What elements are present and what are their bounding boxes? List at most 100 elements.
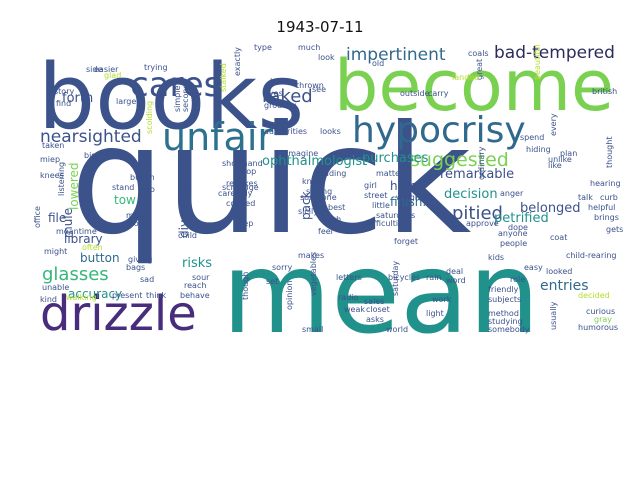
cloud-word: sales [364,297,384,306]
cloud-word: unfair [162,115,273,159]
cloud-word: humorous [578,323,618,332]
cloud-word: deal [446,267,463,276]
cloud-word: thought [605,137,614,168]
cloud-word: child-rearing [566,251,616,260]
cloud-word: know [302,177,324,186]
cloud-word: stalked [219,63,228,92]
cloud-word: sicily [298,207,318,216]
cloud-word: asks [366,315,384,324]
cloud-word: rain [426,273,441,282]
cloud-word: miep [40,155,60,164]
cloud-word: forth [62,91,93,106]
cloud-word: gray [594,315,612,324]
cloud-word: present [112,291,142,300]
cloud-word: shorthand [222,159,263,168]
cloud-word: walking [66,293,97,302]
cloud-word: role [510,275,525,284]
cloud-word: pitied [452,203,503,224]
cloud-word: makes [298,251,324,260]
cloud-word: remarkable [440,167,514,182]
cloud-word: spend [520,133,544,142]
cloud-word: reach [184,281,206,290]
cloud-word: forget [394,237,418,246]
cloud-word: word [446,276,466,285]
cloud-word: scrounge [222,183,259,192]
cloud-word: like [548,161,562,170]
cloud-word: find [56,99,71,108]
cloud-word: suggested [410,149,509,171]
cloud-word: reading [316,169,346,178]
cloud-word: outside [400,89,430,98]
cloud-word: lowered [67,162,81,210]
cloud-word: letters [336,273,362,282]
cloud-word: button [80,251,120,265]
cloud-word: child [178,231,197,240]
cloud-word: carefully [218,189,253,198]
cloud-word: easy [524,263,543,272]
cloud-word: unable [42,283,69,292]
cloud-word: cooped [226,199,255,208]
cloud-word: office [33,206,42,228]
cloud-word: mule [61,208,75,238]
cloud-word: stand [112,183,134,192]
cloud-word: authorities [264,127,307,136]
cloud-word: looked [546,267,572,276]
cloud-word: studying [488,317,523,326]
cloud-word: bad-tempered [494,43,615,63]
cloud-word: saturday [391,261,400,296]
cloud-word: book [270,77,290,86]
cloud-word: small [302,325,323,334]
cloud-word: world [386,325,408,334]
cloud-word: talk [578,193,593,202]
cloud-word: sad [140,275,154,284]
cloud-word: entries [540,278,589,294]
cloud-word: bunch [130,173,155,182]
cloud-word: step [236,219,253,228]
cloud-word: opinion [285,281,294,310]
cloud-word: radio [338,293,358,302]
cloud-word: much [298,43,320,52]
cloud-word: imagine [286,149,318,158]
cloud-word: risks [182,256,212,271]
cloud-word: eyes [264,89,283,98]
cloud-word: rebukes [226,179,258,188]
cloud-word: see [312,85,326,94]
cloud-word: dope [508,223,528,232]
cloud-word: street [364,191,387,200]
cloud-word: little [372,201,390,210]
cloud-word: petrified [494,211,549,226]
cloud-word: knees [40,171,64,180]
cloud-word: british [592,87,617,96]
cloud-word: work [432,295,452,304]
cloud-word: light [426,309,444,318]
cloud-word: purchases [362,151,429,166]
cloud-word: nearsighted [40,127,142,147]
cloud-word: kids [488,253,504,262]
cloud-word: set [266,277,278,286]
cloud-word: people [500,239,527,248]
cloud-word: glad [104,71,121,80]
cloud-word: library [64,232,103,246]
cloud-word: second [181,83,190,112]
cloud-word: ordinary [477,146,486,180]
cloud-word: might [44,247,67,256]
cloud-word: hearing [590,179,621,188]
cloud-word: feel [318,227,333,236]
cloud-word: beautiful [533,45,542,80]
cloud-word: thrown [296,81,324,90]
figure-title: 1943-07-11 [276,18,364,36]
cloud-word: vegetables [309,252,318,296]
cloud-word: belonged [520,201,581,216]
cloud-word: impertinent [346,45,446,65]
cloud-word: great [475,59,484,80]
cloud-word: large [116,97,136,106]
cloud-word: someone [300,193,337,202]
cloud-word: behave [180,291,210,300]
cloud-word: hiding [526,145,551,154]
cloud-word: grouchy [264,101,297,110]
cloud-word: helpful [588,203,615,212]
cloud-word: friendly [488,285,519,294]
cloud-word: trying [144,63,168,72]
cloud-word: every [549,113,558,136]
